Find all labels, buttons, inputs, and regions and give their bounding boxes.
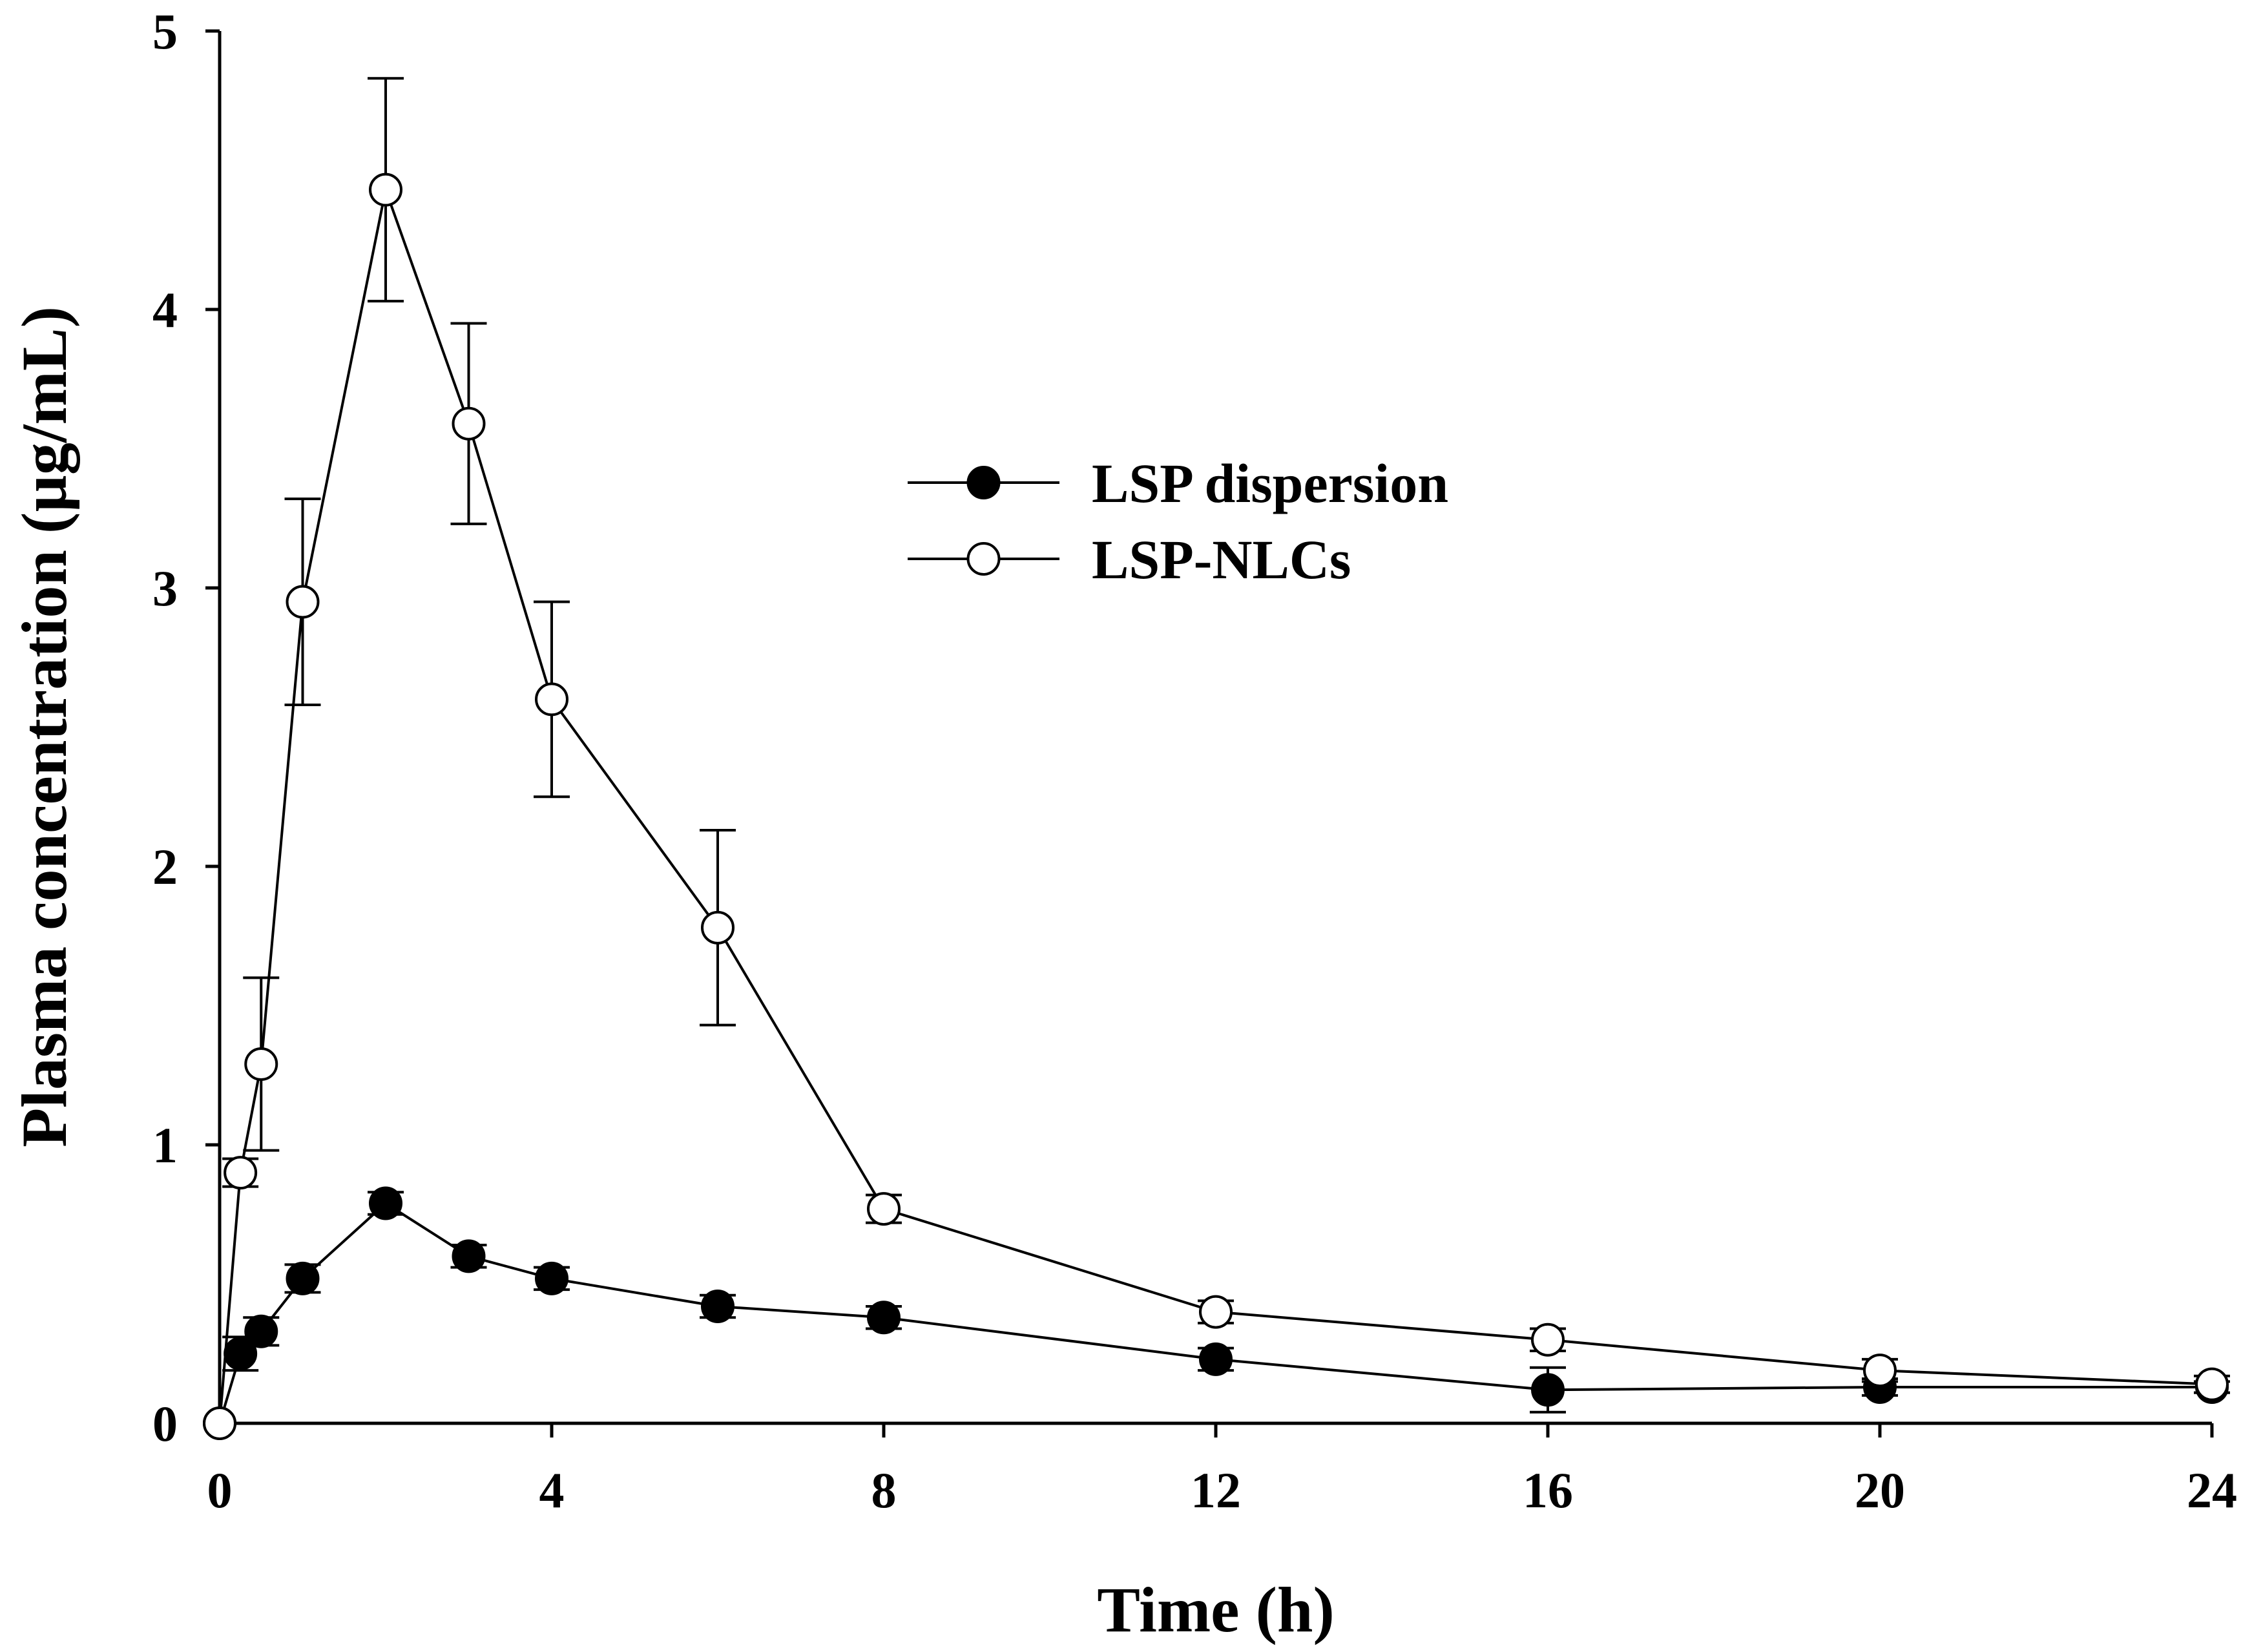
data-point: [1531, 1373, 1565, 1407]
legend-entry: LSP-NLCs: [908, 528, 1351, 591]
x-tick-label: 12: [1191, 1462, 1241, 1518]
axes: [218, 31, 2212, 1425]
x-tick-label: 20: [1855, 1462, 1905, 1518]
legend-marker: [966, 466, 1001, 499]
data-point: [224, 1156, 258, 1190]
legend-label: LSP dispersion: [1092, 452, 1448, 514]
data-point: [452, 406, 486, 441]
data-point: [369, 173, 402, 207]
series-lsp-dispersion: [203, 1186, 2230, 1440]
y-tick-label: 0: [152, 1396, 178, 1452]
data-point: [1531, 1323, 1565, 1357]
legend-entry: LSP dispersion: [908, 452, 1448, 514]
x-tick-label: 16: [1523, 1462, 1573, 1518]
x-tick-label: 0: [207, 1462, 233, 1518]
x-tick-label: 4: [539, 1462, 565, 1518]
x-ticks: 0 4 8 12 16 20 24: [207, 1423, 2237, 1518]
x-tick-label: 24: [2187, 1462, 2237, 1518]
y-tick-label: 2: [152, 839, 178, 895]
data-point: [369, 1186, 402, 1220]
data-point: [701, 1289, 735, 1323]
data-point: [535, 1261, 568, 1295]
series-lsp-nlcs: [203, 77, 2230, 1440]
data-point: [286, 585, 320, 619]
data-point: [867, 1301, 901, 1335]
y-axis-title: Plasma concentration (µg/mL): [8, 306, 80, 1147]
data-point: [867, 1192, 901, 1226]
data-point: [244, 1314, 278, 1348]
data-point: [2195, 1367, 2229, 1401]
data-point: [244, 1047, 278, 1082]
data-point: [452, 1239, 486, 1273]
data-point: [535, 682, 568, 716]
x-tick-label: 8: [871, 1462, 897, 1518]
data-point: [1199, 1295, 1233, 1329]
data-point: [1863, 1354, 1897, 1388]
y-ticks: 0 1 2 3 4 5: [152, 3, 220, 1452]
data-point: [203, 1406, 236, 1440]
legend-label: LSP-NLCs: [1092, 528, 1351, 591]
y-tick-label: 4: [152, 282, 178, 338]
y-tick-label: 5: [152, 3, 178, 59]
data-point: [286, 1261, 320, 1295]
series-layer: [203, 77, 2230, 1440]
data-point: [701, 910, 735, 945]
series-line: [218, 185, 2213, 1424]
legend-marker: [966, 542, 1001, 576]
y-tick-label: 1: [152, 1117, 178, 1173]
legend: LSP dispersion LSP-NLCs: [908, 452, 1448, 591]
data-point: [1199, 1342, 1233, 1376]
x-axis-title: Time (h): [1097, 1574, 1335, 1646]
y-tick-label: 3: [152, 560, 178, 616]
